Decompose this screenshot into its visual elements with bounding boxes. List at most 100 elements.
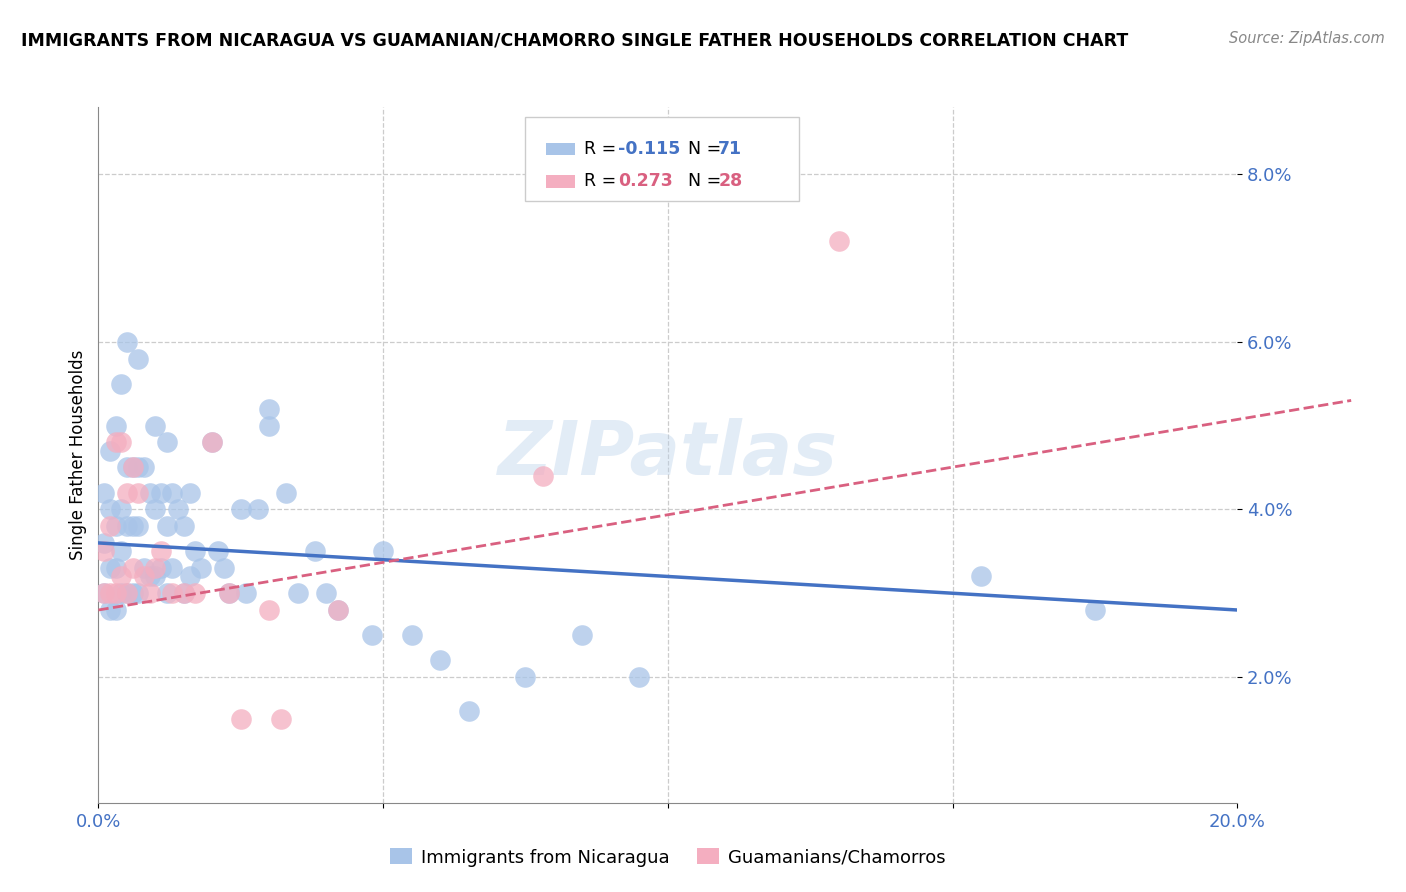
- Guamanians/Chamorros: [326, 603, 349, 617]
- Text: R =: R =: [583, 140, 621, 158]
- Immigrants from Nicaragua: [235, 586, 257, 600]
- Guamanians/Chamorros: [828, 234, 851, 248]
- FancyBboxPatch shape: [526, 118, 799, 201]
- Immigrants from Nicaragua: [190, 561, 212, 575]
- Guamanians/Chamorros: [110, 435, 132, 450]
- Guamanians/Chamorros: [110, 569, 132, 583]
- Text: 0.273: 0.273: [619, 172, 672, 191]
- Guamanians/Chamorros: [115, 586, 138, 600]
- Guamanians/Chamorros: [201, 435, 224, 450]
- Immigrants from Nicaragua: [145, 502, 167, 516]
- Text: ZIPatlas: ZIPatlas: [498, 418, 838, 491]
- Guamanians/Chamorros: [218, 586, 240, 600]
- Immigrants from Nicaragua: [156, 586, 179, 600]
- Text: Source: ZipAtlas.com: Source: ZipAtlas.com: [1229, 31, 1385, 46]
- Immigrants from Nicaragua: [104, 561, 127, 575]
- Text: R =: R =: [583, 172, 621, 191]
- Immigrants from Nicaragua: [145, 569, 167, 583]
- Immigrants from Nicaragua: [98, 603, 121, 617]
- Immigrants from Nicaragua: [287, 586, 309, 600]
- Immigrants from Nicaragua: [98, 502, 121, 516]
- Guamanians/Chamorros: [115, 485, 138, 500]
- Guamanians/Chamorros: [184, 586, 207, 600]
- Guamanians/Chamorros: [127, 485, 149, 500]
- Immigrants from Nicaragua: [127, 519, 149, 533]
- Immigrants from Nicaragua: [315, 586, 337, 600]
- FancyBboxPatch shape: [546, 175, 575, 187]
- Immigrants from Nicaragua: [207, 544, 229, 558]
- Guamanians/Chamorros: [121, 460, 143, 475]
- Immigrants from Nicaragua: [115, 586, 138, 600]
- Immigrants from Nicaragua: [132, 561, 155, 575]
- Immigrants from Nicaragua: [515, 670, 537, 684]
- Immigrants from Nicaragua: [121, 460, 143, 475]
- Immigrants from Nicaragua: [127, 460, 149, 475]
- Guamanians/Chamorros: [98, 586, 121, 600]
- Immigrants from Nicaragua: [93, 586, 115, 600]
- Immigrants from Nicaragua: [110, 376, 132, 391]
- Immigrants from Nicaragua: [184, 544, 207, 558]
- Immigrants from Nicaragua: [246, 502, 269, 516]
- Guamanians/Chamorros: [121, 561, 143, 575]
- Guamanians/Chamorros: [531, 468, 554, 483]
- Immigrants from Nicaragua: [138, 569, 160, 583]
- Immigrants from Nicaragua: [110, 544, 132, 558]
- Immigrants from Nicaragua: [304, 544, 326, 558]
- Immigrants from Nicaragua: [162, 561, 184, 575]
- Immigrants from Nicaragua: [93, 536, 115, 550]
- Immigrants from Nicaragua: [1084, 603, 1107, 617]
- Immigrants from Nicaragua: [156, 435, 179, 450]
- Immigrants from Nicaragua: [104, 418, 127, 433]
- Immigrants from Nicaragua: [276, 485, 298, 500]
- Immigrants from Nicaragua: [104, 519, 127, 533]
- Immigrants from Nicaragua: [360, 628, 382, 642]
- Immigrants from Nicaragua: [127, 586, 149, 600]
- Guamanians/Chamorros: [259, 603, 281, 617]
- FancyBboxPatch shape: [546, 143, 575, 155]
- Immigrants from Nicaragua: [970, 569, 993, 583]
- Immigrants from Nicaragua: [104, 603, 127, 617]
- Immigrants from Nicaragua: [326, 603, 349, 617]
- Immigrants from Nicaragua: [162, 485, 184, 500]
- Text: -0.115: -0.115: [619, 140, 681, 158]
- Immigrants from Nicaragua: [167, 502, 190, 516]
- Immigrants from Nicaragua: [132, 460, 155, 475]
- Immigrants from Nicaragua: [93, 485, 115, 500]
- Immigrants from Nicaragua: [401, 628, 423, 642]
- Guamanians/Chamorros: [93, 586, 115, 600]
- Immigrants from Nicaragua: [429, 653, 451, 667]
- Immigrants from Nicaragua: [173, 586, 195, 600]
- Immigrants from Nicaragua: [179, 569, 201, 583]
- Legend: Immigrants from Nicaragua, Guamanians/Chamorros: Immigrants from Nicaragua, Guamanians/Ch…: [384, 841, 952, 874]
- Immigrants from Nicaragua: [201, 435, 224, 450]
- Text: N =: N =: [678, 172, 727, 191]
- Y-axis label: Single Father Households: Single Father Households: [69, 350, 87, 560]
- Guamanians/Chamorros: [173, 586, 195, 600]
- Immigrants from Nicaragua: [115, 334, 138, 349]
- Immigrants from Nicaragua: [98, 443, 121, 458]
- Immigrants from Nicaragua: [145, 418, 167, 433]
- Guamanians/Chamorros: [132, 569, 155, 583]
- Immigrants from Nicaragua: [218, 586, 240, 600]
- Text: IMMIGRANTS FROM NICARAGUA VS GUAMANIAN/CHAMORRO SINGLE FATHER HOUSEHOLDS CORRELA: IMMIGRANTS FROM NICARAGUA VS GUAMANIAN/C…: [21, 31, 1129, 49]
- Guamanians/Chamorros: [229, 712, 252, 726]
- Immigrants from Nicaragua: [110, 502, 132, 516]
- Guamanians/Chamorros: [150, 544, 173, 558]
- Immigrants from Nicaragua: [110, 586, 132, 600]
- Immigrants from Nicaragua: [156, 519, 179, 533]
- Immigrants from Nicaragua: [212, 561, 235, 575]
- Immigrants from Nicaragua: [115, 519, 138, 533]
- Guamanians/Chamorros: [138, 586, 160, 600]
- Immigrants from Nicaragua: [121, 586, 143, 600]
- Immigrants from Nicaragua: [259, 418, 281, 433]
- Immigrants from Nicaragua: [457, 704, 479, 718]
- Immigrants from Nicaragua: [150, 561, 173, 575]
- Text: 71: 71: [718, 140, 742, 158]
- Guamanians/Chamorros: [145, 561, 167, 575]
- Guamanians/Chamorros: [93, 544, 115, 558]
- Immigrants from Nicaragua: [173, 519, 195, 533]
- Immigrants from Nicaragua: [98, 561, 121, 575]
- Immigrants from Nicaragua: [259, 401, 281, 416]
- Guamanians/Chamorros: [104, 435, 127, 450]
- Immigrants from Nicaragua: [121, 519, 143, 533]
